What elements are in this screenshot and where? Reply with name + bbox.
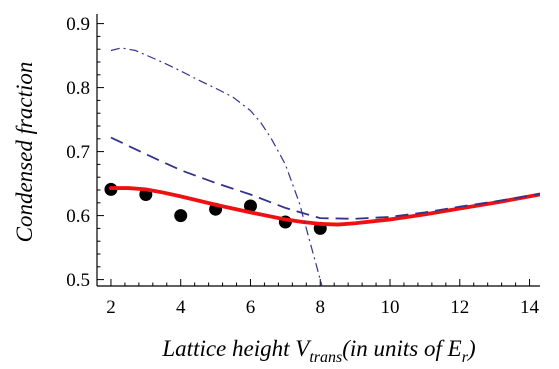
x-tick-label: 2 — [106, 297, 116, 318]
x-tick-label: 10 — [381, 297, 400, 318]
plot-series — [104, 47, 540, 287]
data-point — [243, 199, 257, 213]
axis-ticks: 2 4 6 8 10 12 14 0.5 0.6 0.7 0.8 0.9 — [66, 14, 539, 318]
x-axis-title-rest: (in units of E — [342, 336, 461, 361]
x-tick-label: 12 — [450, 297, 469, 318]
y-tick-label: 0.9 — [66, 14, 90, 35]
y-tick-label: 0.8 — [66, 78, 90, 99]
y-tick-label: 0.7 — [66, 142, 90, 163]
data-point — [174, 209, 188, 223]
y-tick-label: 0.6 — [66, 206, 90, 227]
x-tick-label: 4 — [176, 297, 186, 318]
x-tick-label: 6 — [246, 297, 256, 318]
x-axis-title-subscript: trans — [309, 349, 342, 366]
y-tick-label: 0.5 — [66, 270, 90, 291]
dashdot-curve — [110, 47, 323, 287]
x-tick-label: 8 — [315, 297, 325, 318]
y-axis-title: Condensed fraction — [12, 62, 37, 243]
x-axis-title: Lattice height Vtrans(in units of Er) — [161, 336, 475, 366]
solid-curve — [109, 186, 540, 227]
x-tick-label: 14 — [520, 297, 540, 318]
x-axis-title-close: ) — [466, 336, 476, 361]
dashed-curve — [110, 136, 540, 220]
x-axis-title-main: Lattice height V — [161, 336, 312, 361]
axes — [96, 14, 540, 287]
x-axis-title-rest-subscript: r — [462, 349, 469, 366]
